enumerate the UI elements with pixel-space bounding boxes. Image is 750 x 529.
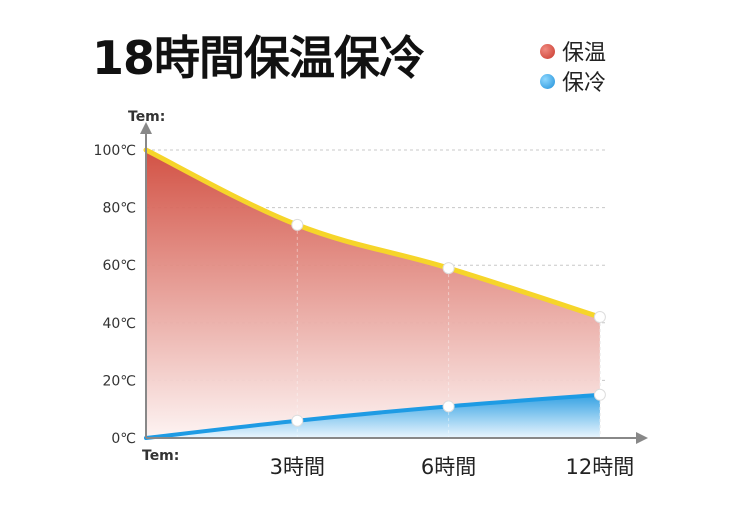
y-axis-arrow xyxy=(140,122,152,134)
x-axis-label: Tem: xyxy=(142,448,179,464)
y-tick-label: 80℃ xyxy=(102,201,136,217)
legend-label-hot: 保温 xyxy=(562,41,607,66)
series-line-hot xyxy=(143,147,603,320)
data-point-hot xyxy=(291,218,304,231)
legend-item-cold: 保冷 xyxy=(540,66,606,96)
chart-title: 18時間保温保冷 xyxy=(92,31,425,85)
x-tick-label: 12時間 xyxy=(566,455,635,479)
legend-swatch-hot xyxy=(540,43,555,59)
x-tick-label: 3時間 xyxy=(270,455,325,479)
y-tick-label: 100℃ xyxy=(94,143,136,159)
series-area-hot xyxy=(146,150,600,438)
data-point-cold xyxy=(442,400,455,413)
y-tick-label: 0℃ xyxy=(111,431,136,447)
legend-label-cold: 保冷 xyxy=(562,71,607,96)
series-area-cold xyxy=(146,394,600,438)
x-axis-arrow xyxy=(636,432,648,444)
legend-swatch-cold xyxy=(540,73,555,89)
data-point-cold xyxy=(593,388,606,401)
data-point-hot xyxy=(593,311,606,324)
y-tick-label: 20℃ xyxy=(102,373,136,389)
y-tick-label: 40℃ xyxy=(102,316,136,332)
legend: 保温 保冷 xyxy=(540,36,606,96)
legend-item-hot: 保温 xyxy=(540,36,606,66)
series-line-cold xyxy=(144,392,602,440)
y-tick-label: 60℃ xyxy=(102,258,136,274)
x-tick-label: 6時間 xyxy=(421,455,476,479)
data-point-hot xyxy=(442,262,455,275)
y-axis-label: Tem: xyxy=(128,109,165,125)
data-point-cold xyxy=(291,414,304,427)
